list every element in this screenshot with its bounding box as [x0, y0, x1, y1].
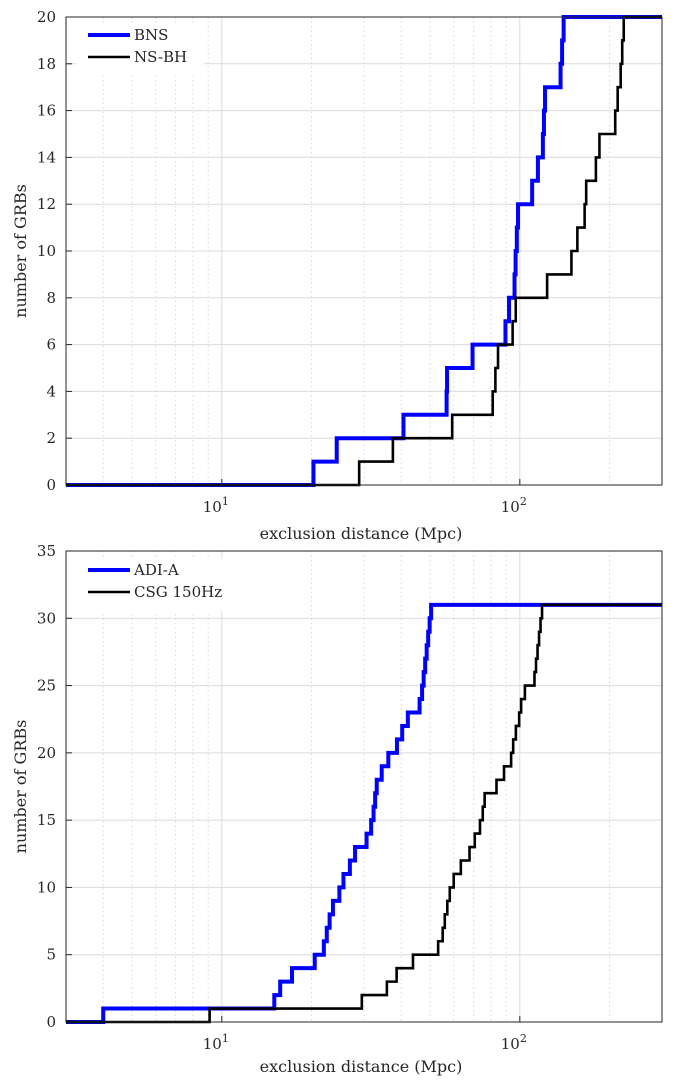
y-tick-label: 10 — [37, 878, 56, 896]
x-tick-label: 101 — [203, 495, 229, 516]
y-tick-label: 2 — [46, 429, 56, 447]
series-line-bns — [66, 15, 662, 487]
y-tick-label: 6 — [46, 336, 56, 354]
y-tick-label: 12 — [37, 195, 56, 213]
y-tick-label: 8 — [46, 289, 56, 307]
y-tick-label: 0 — [46, 476, 56, 494]
y-tick-label: 25 — [37, 677, 56, 695]
y-tick-label: 14 — [37, 148, 56, 166]
legend-label: BNS — [134, 26, 168, 44]
x-tick-label: 102 — [501, 1032, 527, 1053]
y-tick-label: 35 — [37, 542, 56, 560]
y-tick-label: 16 — [37, 102, 56, 120]
y-tick-label: 10 — [37, 242, 56, 260]
chart-panel-bottom: 0 5 10 15 20 25 30 35 101 102 exclusion distance (… — [11, 542, 663, 1076]
series-line-adi-a — [66, 602, 662, 1024]
y-axis-label: number of GRBs — [11, 720, 30, 854]
legend-label: NS-BH — [134, 48, 187, 66]
y-tick-label: 4 — [46, 382, 56, 400]
y-tick-label: 20 — [37, 8, 56, 26]
y-tick-label: 5 — [46, 946, 56, 964]
series-line-ns-bh — [66, 15, 662, 487]
legend-box — [76, 24, 204, 76]
y-axis-label: number of GRBs — [11, 184, 30, 318]
x-tick-label: 102 — [501, 495, 527, 516]
y-tick-label: 0 — [46, 1013, 56, 1031]
y-tick-label: 30 — [37, 609, 56, 627]
axes-frame — [65, 550, 663, 1023]
x-axis-label: exclusion distance (Mpc) — [260, 524, 463, 543]
y-tick-label: 18 — [37, 55, 56, 73]
x-axis-label: exclusion distance (Mpc) — [260, 1057, 463, 1076]
y-tick-label: 15 — [37, 811, 56, 829]
legend-box — [76, 559, 252, 611]
series-line-csg-150hz — [66, 603, 662, 1024]
y-tick-label: 20 — [37, 744, 56, 762]
x-tick-label: 101 — [203, 1032, 229, 1053]
chart-panel-top: 0 2 4 6 8 10 12 14 16 18 20 101 102 exclusion distanc… — [11, 8, 663, 543]
legend-label: ADI-A — [133, 561, 179, 579]
legend-label: CSG 150Hz — [134, 583, 222, 601]
